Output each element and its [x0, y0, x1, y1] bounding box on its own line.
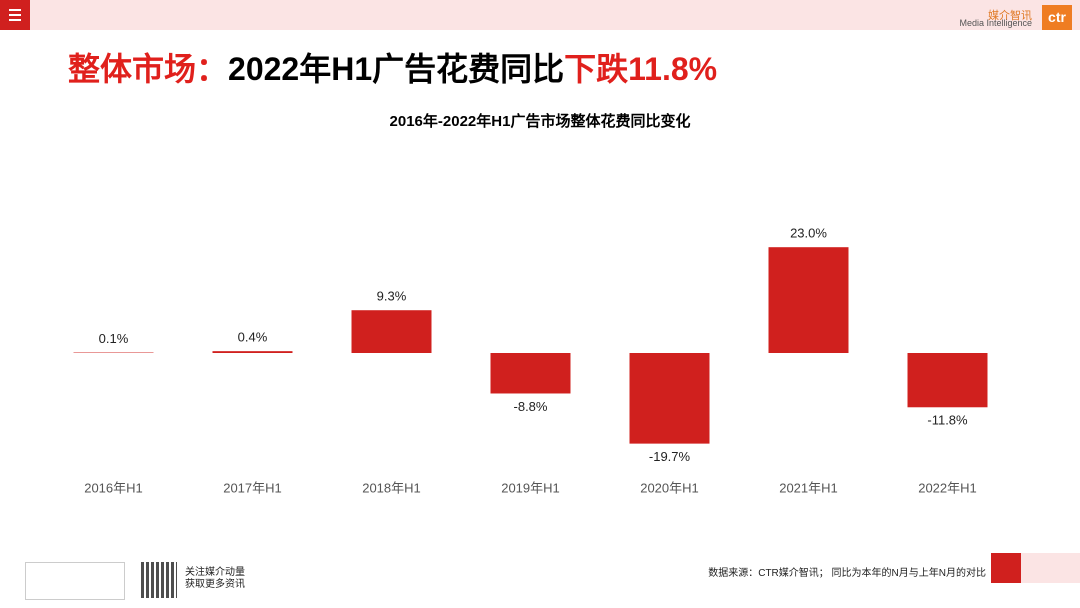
- footer-block: [991, 553, 1021, 583]
- logo-mark: ctr: [1042, 5, 1072, 30]
- certification-seals: [25, 562, 125, 600]
- logo-subtext: Media Intelligence: [959, 18, 1032, 28]
- menu-button[interactable]: [0, 0, 30, 30]
- x-tick-label: 2019年H1: [501, 480, 560, 495]
- value-label: 9.3%: [377, 289, 407, 304]
- value-label: -8.8%: [514, 399, 548, 414]
- value-label: 0.4%: [238, 330, 268, 345]
- headline: 整体市场：2022年H1广告花费同比下跌11.8%: [68, 44, 717, 90]
- value-label: -19.7%: [649, 449, 691, 464]
- value-label: 0.1%: [99, 331, 129, 346]
- follow-line: 获取更多资讯: [185, 579, 245, 590]
- x-tick-label: 2018年H1: [362, 480, 421, 495]
- follow-line: 关注媒介动量: [185, 567, 245, 578]
- logo-text: 媒介智讯: [988, 10, 1032, 22]
- x-tick-label: 2016年H1: [84, 480, 143, 495]
- value-label: -11.8%: [927, 413, 968, 428]
- follow-text: 关注媒介动量 获取更多资讯: [185, 567, 245, 591]
- headline-part: 下跌11.8%: [564, 51, 718, 87]
- bar: [907, 353, 988, 408]
- x-tick-label: 2020年H1: [640, 480, 699, 495]
- x-tick-label: 2017年H1: [223, 480, 282, 495]
- bar: [629, 353, 710, 444]
- x-tick-label: 2021年H1: [779, 480, 838, 495]
- bar: [490, 353, 571, 394]
- chart-title: 2016年-2022年H1广告市场整体花费同比变化: [389, 113, 691, 130]
- source-note: 数据来源：CTR媒介智讯； 同比为本年的N月与上年N月的对比: [708, 568, 986, 579]
- headline-part: 整体市场：: [68, 51, 229, 87]
- qr-code: [141, 562, 177, 598]
- x-tick-label: 2022年H1: [918, 480, 977, 495]
- top-band: [0, 0, 1080, 30]
- value-label: 23.0%: [790, 226, 827, 241]
- bar: [351, 310, 432, 353]
- footer-block: [1021, 553, 1080, 583]
- bar: [768, 247, 849, 353]
- bar: [212, 351, 293, 353]
- headline-part: 2022年H1广告花费同比: [228, 51, 565, 87]
